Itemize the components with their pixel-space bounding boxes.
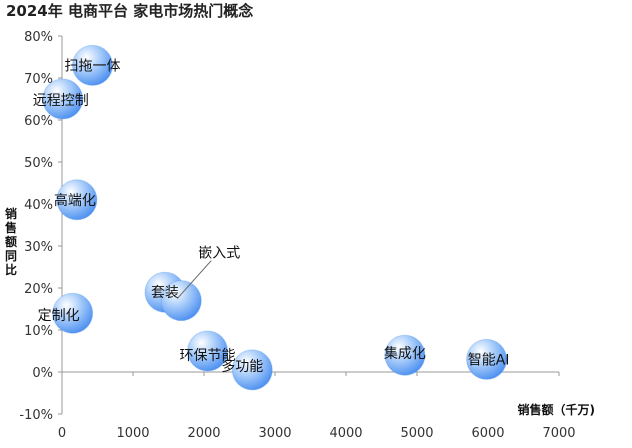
y-tick-label: 20%: [24, 282, 53, 297]
x-axis-title: 销售额（千万): [518, 402, 596, 417]
y-axis-title-char: 售: [5, 220, 17, 235]
x-tick-label: 2000: [187, 426, 220, 441]
bubble-label: 扫拖一体: [65, 58, 121, 74]
x-tick-labels: 0 1000 2000 3000 4000 5000 6000 7000: [58, 426, 576, 441]
x-tick-label: 7000: [542, 426, 575, 441]
bubble: [56, 179, 98, 221]
y-tick-label: 0%: [32, 366, 53, 381]
x-tick-label: 0: [58, 426, 66, 441]
bubble-label: 定制化: [38, 308, 80, 324]
y-tick-label: -10%: [19, 408, 53, 423]
y-tick-label: 50%: [24, 156, 53, 171]
y-tick-label: 80%: [24, 30, 53, 45]
y-axis-title-char: 销: [5, 206, 17, 221]
y-axis-title-char: 额: [5, 234, 17, 249]
x-tick-label: 5000: [400, 426, 433, 441]
bubble: [231, 349, 273, 391]
x-tick-label: 3000: [258, 426, 291, 441]
y-tick-label: 40%: [24, 198, 53, 213]
bubble: [72, 44, 114, 86]
y-tick-label: 10%: [24, 324, 53, 339]
bubble: [160, 280, 202, 322]
bubble-label: 集成化: [384, 345, 426, 362]
y-tick-label: 30%: [24, 240, 53, 255]
y-tick-label: 70%: [24, 72, 53, 87]
bubbles: [42, 44, 508, 391]
y-tick-label: 60%: [24, 114, 53, 129]
bubble-label: 多功能: [221, 358, 263, 375]
y-axis-title-char: 比: [5, 262, 17, 277]
bubble-label: 套装: [151, 285, 179, 301]
bubble: [42, 78, 84, 120]
bubble-label: 远程控制: [33, 93, 89, 109]
x-tick-label: 4000: [329, 426, 362, 441]
x-tick-label: 6000: [471, 426, 504, 441]
bubble: [384, 334, 426, 376]
label-leader-line: [176, 260, 212, 299]
bubble-label: 高端化: [54, 192, 96, 209]
y-axis-title-char: 同: [5, 249, 17, 263]
x-tick-label: 1000: [116, 426, 149, 441]
chart-title: 2024年 电商平台 家电市场热门概念: [6, 2, 253, 20]
bubble-label: 智能AI: [468, 352, 510, 368]
bubble: [187, 330, 229, 372]
bubble: [52, 292, 94, 334]
bubble-label: 环保节能: [180, 348, 236, 364]
bubble-label: 嵌入式: [198, 246, 240, 262]
y-tick-labels: -10% 0% 10% 20% 30% 40% 50% 60% 70% 80%: [19, 30, 53, 423]
bubble: [466, 338, 508, 380]
